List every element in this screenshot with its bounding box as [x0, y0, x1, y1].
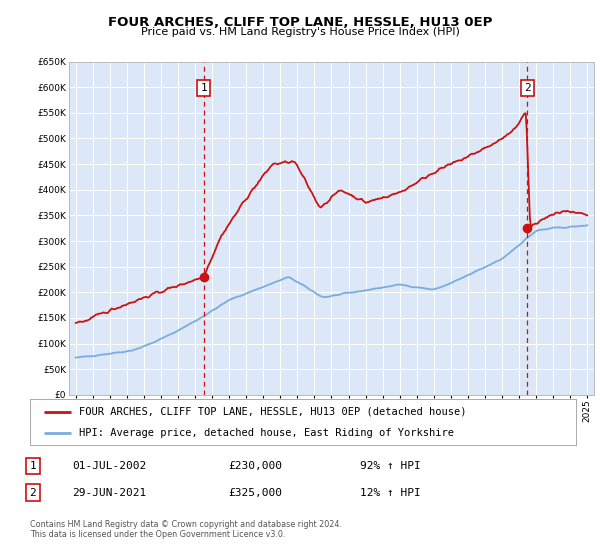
Text: FOUR ARCHES, CLIFF TOP LANE, HESSLE, HU13 0EP: FOUR ARCHES, CLIFF TOP LANE, HESSLE, HU1… [108, 16, 492, 29]
Text: HPI: Average price, detached house, East Riding of Yorkshire: HPI: Average price, detached house, East… [79, 428, 454, 438]
Text: 01-JUL-2002: 01-JUL-2002 [72, 461, 146, 471]
Text: 12% ↑ HPI: 12% ↑ HPI [360, 488, 421, 498]
Text: FOUR ARCHES, CLIFF TOP LANE, HESSLE, HU13 0EP (detached house): FOUR ARCHES, CLIFF TOP LANE, HESSLE, HU1… [79, 407, 467, 417]
Text: 2: 2 [524, 83, 531, 94]
Text: 29-JUN-2021: 29-JUN-2021 [72, 488, 146, 498]
Text: 2: 2 [29, 488, 37, 498]
Text: Price paid vs. HM Land Registry's House Price Index (HPI): Price paid vs. HM Land Registry's House … [140, 27, 460, 37]
Text: £230,000: £230,000 [228, 461, 282, 471]
Text: 92% ↑ HPI: 92% ↑ HPI [360, 461, 421, 471]
Text: Contains HM Land Registry data © Crown copyright and database right 2024.
This d: Contains HM Land Registry data © Crown c… [30, 520, 342, 539]
Text: 1: 1 [29, 461, 37, 471]
Text: 1: 1 [200, 83, 207, 94]
Text: £325,000: £325,000 [228, 488, 282, 498]
